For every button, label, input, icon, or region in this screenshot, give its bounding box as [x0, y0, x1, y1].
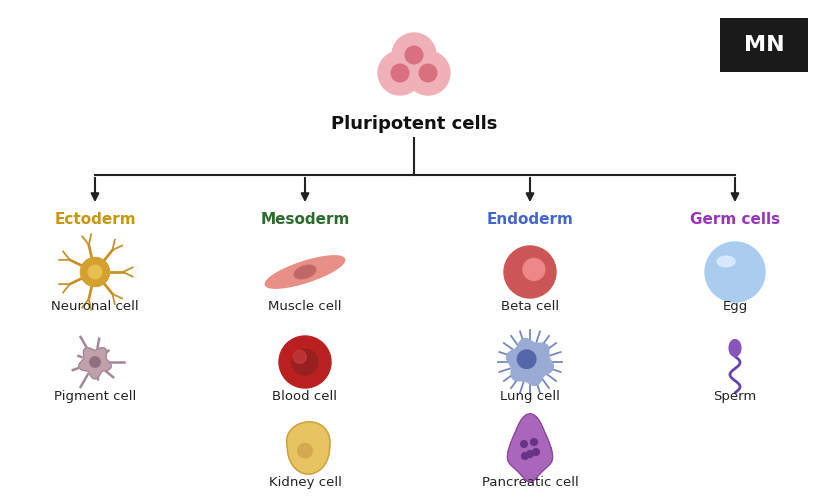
- Circle shape: [404, 46, 423, 64]
- Ellipse shape: [265, 256, 344, 288]
- Circle shape: [298, 444, 312, 458]
- Ellipse shape: [729, 340, 740, 356]
- Circle shape: [292, 349, 318, 375]
- Polygon shape: [286, 422, 330, 474]
- Circle shape: [523, 259, 544, 280]
- Text: Egg: Egg: [721, 300, 747, 313]
- Ellipse shape: [294, 265, 315, 279]
- Circle shape: [704, 242, 764, 302]
- Circle shape: [504, 246, 555, 298]
- Circle shape: [390, 64, 409, 82]
- Text: Beta cell: Beta cell: [500, 300, 558, 313]
- Text: Lung cell: Lung cell: [500, 390, 559, 403]
- FancyBboxPatch shape: [719, 18, 807, 72]
- Circle shape: [517, 350, 535, 368]
- Text: Endoderm: Endoderm: [486, 212, 573, 227]
- Circle shape: [530, 438, 537, 446]
- Circle shape: [405, 51, 449, 95]
- Polygon shape: [506, 339, 552, 386]
- Text: Sperm: Sperm: [713, 390, 756, 403]
- Text: Muscle cell: Muscle cell: [268, 300, 342, 313]
- Text: Germ cells: Germ cells: [689, 212, 779, 227]
- Text: Ectoderm: Ectoderm: [54, 212, 136, 227]
- Circle shape: [418, 64, 437, 82]
- Circle shape: [80, 258, 109, 287]
- Circle shape: [521, 453, 528, 459]
- Text: Blood cell: Blood cell: [272, 390, 337, 403]
- Circle shape: [520, 440, 527, 448]
- Circle shape: [526, 451, 533, 457]
- Text: Neuronal cell: Neuronal cell: [51, 300, 139, 313]
- Text: Mesoderm: Mesoderm: [260, 212, 349, 227]
- Polygon shape: [507, 414, 552, 482]
- Circle shape: [89, 357, 100, 367]
- Ellipse shape: [716, 256, 734, 267]
- Circle shape: [88, 265, 102, 279]
- Text: Pluripotent cells: Pluripotent cells: [331, 115, 496, 133]
- Circle shape: [293, 350, 306, 363]
- Text: Pancreatic cell: Pancreatic cell: [481, 476, 578, 489]
- Text: Kidney cell: Kidney cell: [268, 476, 341, 489]
- Circle shape: [279, 336, 331, 388]
- Circle shape: [378, 51, 422, 95]
- Text: Pigment cell: Pigment cell: [54, 390, 136, 403]
- Circle shape: [391, 33, 436, 77]
- Text: MN: MN: [743, 35, 783, 55]
- Polygon shape: [79, 348, 111, 379]
- Circle shape: [532, 449, 538, 455]
